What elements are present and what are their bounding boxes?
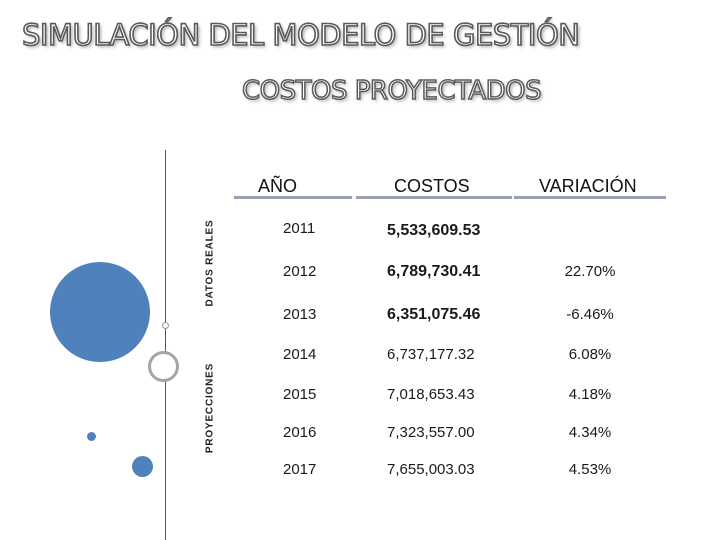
divider-line [165, 150, 166, 540]
table-row-cost: 7,018,653.43 [387, 386, 475, 403]
group-label-projected: PROYECCIONES [204, 362, 216, 454]
table-row-year: 2011 [283, 220, 316, 237]
decorative-circle-outline [148, 351, 179, 382]
table-row-variation: -6.46% [566, 306, 614, 323]
table-row-year: 2012 [283, 263, 317, 280]
table-row-cost: 6,789,730.41 [387, 263, 481, 280]
decorative-circle-tiny [87, 432, 96, 441]
table-row-variation: 22.70% [564, 263, 616, 280]
header-rule-cost [356, 196, 512, 199]
decorative-circle-dot [162, 322, 169, 329]
table-row-year: 2017 [283, 461, 317, 478]
page-title: SIMULACIÓN DEL MODELO DE GESTIÓN [21, 17, 581, 53]
table-row-year: 2014 [283, 346, 317, 363]
header-rule-variation [514, 196, 666, 199]
table-row-cost: 7,323,557.00 [387, 424, 475, 441]
table-row-variation: 4.18% [568, 386, 612, 403]
table-row-variation: 6.08% [568, 346, 612, 363]
table-row-year: 2013 [283, 306, 317, 323]
header-variation: VARIACIÓN [539, 176, 637, 196]
page-subtitle: COSTOS PROYECTADOS [241, 75, 542, 107]
header-year: AÑO [258, 176, 298, 196]
table-row-cost: 5,533,609.53 [387, 222, 481, 239]
table-row-cost: 7,655,003.03 [387, 461, 475, 478]
header-rule-year [234, 196, 352, 199]
group-label-real: DATOS REALES [204, 219, 216, 307]
table-row-cost: 6,737,177.32 [387, 346, 475, 363]
table-row-variation: 4.53% [568, 461, 612, 478]
table-row-year: 2016 [283, 424, 317, 441]
table-row-year: 2015 [283, 386, 317, 403]
header-cost: COSTOS [394, 176, 470, 196]
decorative-circle-small [132, 456, 153, 477]
table-row-cost: 6,351,075.46 [387, 306, 481, 323]
decorative-circle-large [50, 262, 150, 362]
table-row-variation: 4.34% [568, 424, 612, 441]
